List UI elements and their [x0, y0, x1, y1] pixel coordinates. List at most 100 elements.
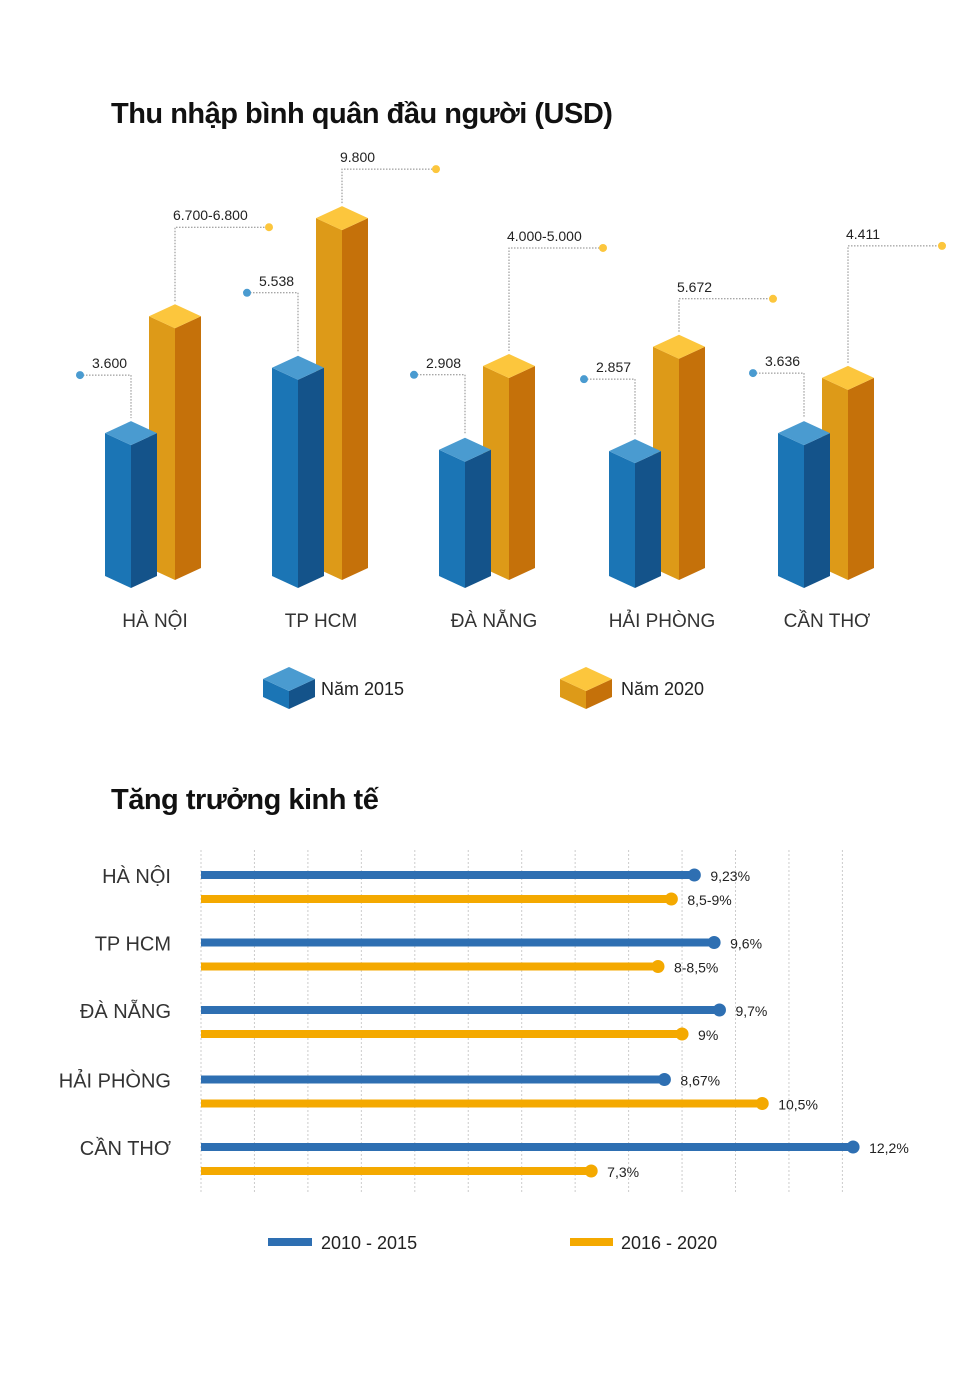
value-label-2015: 3.600 [92, 355, 127, 371]
bar-end-dot [657, 1073, 671, 1086]
growth-chart-title: Tăng trưởng kinh tế [111, 784, 379, 816]
bar-2015-top [439, 437, 491, 462]
bar-2020-top [483, 353, 535, 378]
bar-2020-side [848, 377, 874, 580]
value-label-2015: 2.857 [596, 359, 631, 375]
bar-2015-front [105, 433, 131, 588]
callout-line [847, 245, 941, 363]
bar-2020-side [679, 346, 705, 580]
bar-2015-side [131, 433, 157, 588]
legend-label-2010-2015: 2010 - 2015 [321, 1233, 417, 1253]
legend-label-2020: Năm 2020 [621, 679, 704, 699]
income-bar-chart: 6.700-6.800 3.600 HÀ NỘI 9.800 5.538 TP HCM 4.… [76, 149, 946, 709]
value-label-2020: 4.411 [846, 226, 880, 242]
bar-2015-side [804, 433, 830, 588]
bar-2020-side [509, 365, 535, 580]
legend-icon-2020-side [586, 679, 612, 709]
bar-end-dot [687, 868, 701, 882]
bar-end-dot [707, 936, 721, 949]
legend-icon-2020-front [560, 679, 586, 709]
callout-line [508, 247, 602, 351]
bar-2020-top [653, 334, 705, 359]
value-label-2015: 2.908 [426, 355, 461, 371]
value-label: 9,6% [730, 936, 762, 952]
value-label: 8-8,5% [674, 960, 718, 976]
value-label: 7,3% [607, 1164, 639, 1180]
bar-2015-top [105, 421, 157, 446]
callout-line [247, 292, 299, 353]
bar-2015-front [609, 451, 635, 588]
callout-line [174, 226, 268, 302]
bar-2015-side [635, 451, 661, 588]
bar-2020-side [342, 218, 368, 580]
category-label: ĐÀ NẴNG [451, 610, 538, 632]
bar-2015 [272, 355, 324, 588]
callout-line [678, 298, 772, 332]
bar-2015-top [609, 439, 661, 464]
category-label: ĐÀ NẴNG [80, 1000, 171, 1023]
legend-icon-2020 [560, 667, 612, 709]
callout-line [414, 374, 466, 435]
bar-end-dot [846, 1140, 860, 1154]
legend-icon-2015-front [263, 679, 289, 709]
callout-dot [76, 371, 84, 380]
value-label: 10,5% [778, 1097, 818, 1113]
bar-end-dot [712, 1003, 726, 1017]
bar-end-dot [675, 1027, 689, 1041]
bar-2015-front [778, 433, 804, 588]
bar-end-dot [664, 892, 678, 906]
bar-2015 [439, 437, 491, 588]
value-label-2015: 5.538 [259, 273, 294, 289]
callout-dot [749, 369, 757, 378]
value-label: 9,23% [710, 868, 750, 884]
callout-dot [769, 294, 777, 303]
category-label: TP HCM [285, 611, 357, 632]
value-label-2020: 4.000-5.000 [507, 228, 582, 244]
bar-2015-side [298, 367, 324, 588]
category-label: HẢI PHÒNG [609, 610, 716, 632]
callout-dot [938, 241, 946, 250]
value-label-2020: 9.800 [340, 149, 375, 165]
bar-2015 [609, 439, 661, 588]
callout-line [753, 372, 805, 419]
callout-line [80, 374, 132, 419]
bar-2015 [778, 421, 830, 588]
legend-icon-2015 [263, 667, 315, 709]
bar-end-dot [651, 960, 665, 973]
bar-2020-side [175, 316, 201, 580]
callout-dot [265, 223, 273, 232]
category-label: HÀ NỘI [122, 610, 187, 632]
value-label-2020: 5.672 [677, 279, 712, 295]
callout-dot [599, 243, 607, 252]
income-chart-title: Thu nhập bình quân đầu người (USD) [111, 98, 613, 130]
value-label: 8,67% [680, 1073, 720, 1089]
bar-2020-top [149, 304, 201, 329]
category-label: CẦN THƠ [784, 610, 871, 632]
bar-2015-top [778, 421, 830, 446]
legend-icon-2020-top [560, 667, 612, 691]
bar-2015-top [272, 355, 324, 380]
bar-2015-front [272, 367, 298, 588]
value-label: 9,7% [735, 1003, 767, 1019]
value-label: 9% [698, 1027, 718, 1043]
legend-icon-2015-top [263, 667, 315, 691]
legend-label-2015: Năm 2015 [321, 679, 404, 699]
legend-label-2016-2020: 2016 - 2020 [621, 1233, 717, 1253]
bar-2020-top [822, 365, 874, 390]
callout-dot [580, 375, 588, 384]
callout-line [584, 378, 636, 437]
category-label: CẦN THƠ [80, 1137, 171, 1160]
category-label: HÀ NỘI [102, 865, 171, 888]
category-label: HẢI PHÒNG [59, 1070, 171, 1093]
callout-line [341, 168, 435, 204]
bar-end-dot [584, 1164, 598, 1178]
bar-2020-top [316, 206, 368, 231]
legend-icon-2015-side [289, 679, 315, 709]
callout-dot [243, 288, 251, 297]
bar-2015-side [465, 449, 491, 588]
value-label-2015: 3.636 [765, 353, 800, 369]
value-label: 12,2% [869, 1140, 909, 1156]
bar-2015 [105, 421, 157, 588]
callout-dot [410, 370, 418, 379]
